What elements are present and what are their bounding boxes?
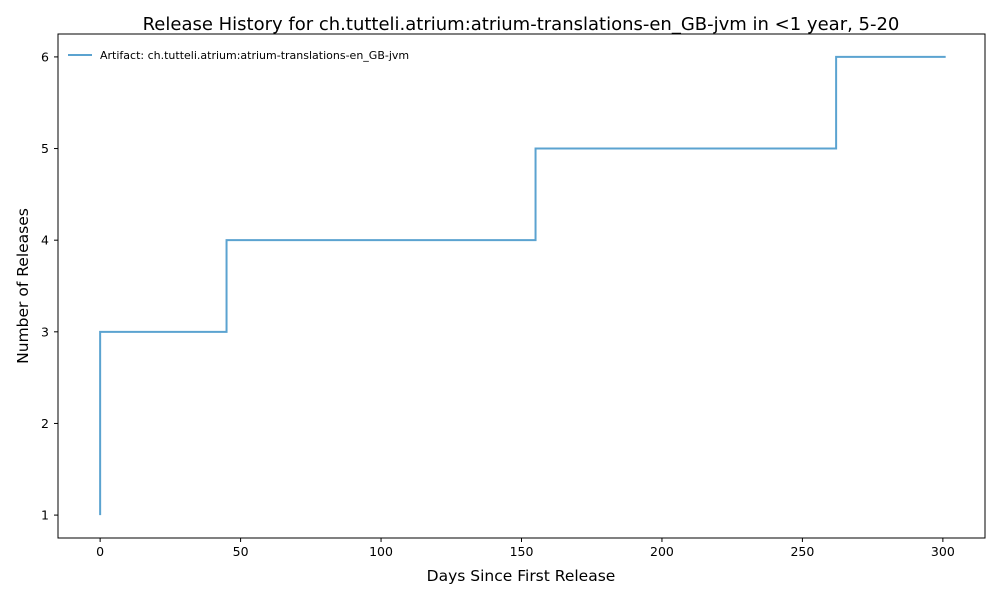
y-tick-label: 5	[41, 141, 49, 156]
x-tick-label: 150	[510, 544, 534, 559]
y-tick-label: 3	[41, 324, 49, 339]
x-tick-label: 200	[650, 544, 674, 559]
y-axis: 1 2 3 4 5 6	[41, 49, 58, 523]
x-tick-label: 100	[369, 544, 393, 559]
series-step-line	[99, 55, 946, 516]
x-tick-label: 50	[233, 544, 249, 559]
y-tick-label: 4	[41, 233, 49, 248]
y-tick-label: 6	[41, 49, 49, 64]
y-tick-label: 2	[41, 416, 49, 431]
y-axis-label: Number of Releases	[14, 208, 32, 364]
x-tick-label: 300	[931, 544, 955, 559]
x-tick-label: 0	[96, 544, 104, 559]
y-tick-label: 1	[41, 508, 49, 523]
legend: Artifact: ch.tutteli.atrium:atrium-trans…	[68, 49, 409, 62]
x-axis-label: Days Since First Release	[427, 567, 616, 585]
x-axis: 0 50 100 150 200 250 300	[96, 538, 955, 559]
series-layer	[99, 55, 946, 516]
x-tick-label: 250	[790, 544, 814, 559]
legend-label: Artifact: ch.tutteli.atrium:atrium-trans…	[100, 49, 409, 62]
chart-title: Release History for ch.tutteli.atrium:at…	[143, 14, 900, 35]
